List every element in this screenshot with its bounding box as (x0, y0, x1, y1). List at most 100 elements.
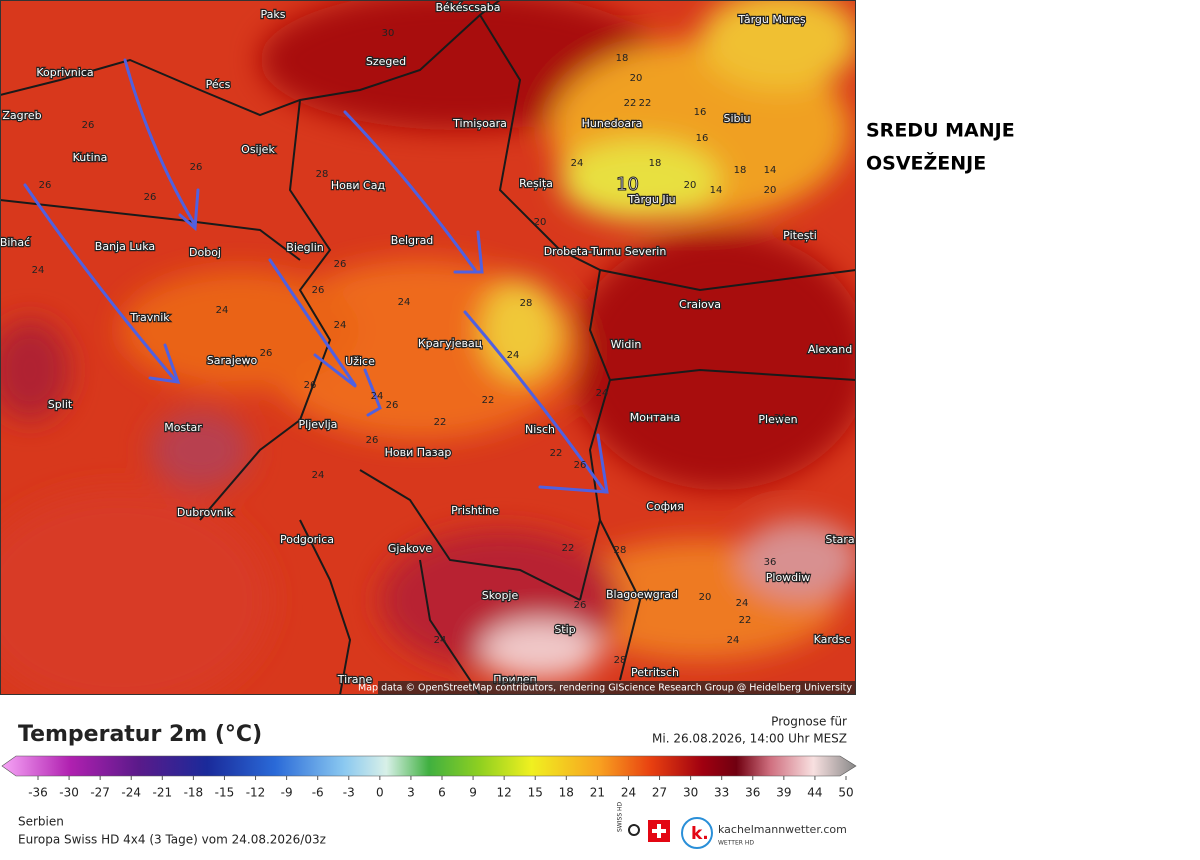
tick-label: 44 (807, 786, 822, 800)
temperature-label: 28 (614, 545, 627, 556)
tick-label: 9 (469, 786, 477, 800)
city-label: Gjakove (388, 542, 433, 555)
temperature-label: 22 (739, 615, 752, 626)
tick-label: 15 (528, 786, 543, 800)
city-label: Blagoewgrad (606, 588, 678, 601)
temperature-label: 26 (312, 285, 325, 296)
temperature-label: 26 (334, 259, 347, 270)
temperature-label: 26 (82, 120, 95, 131)
temperature-label: 36 (764, 557, 777, 568)
tick-label: 0 (376, 786, 384, 800)
city-label: Užice (345, 355, 375, 368)
city-label: Plewen (758, 413, 797, 426)
city-label: Paks (261, 8, 286, 21)
tick-label: -6 (312, 786, 324, 800)
forecast-label: Prognose für (771, 715, 847, 729)
temperature-label: 24 (216, 305, 229, 316)
city-label: Timișoara (452, 117, 507, 130)
model: Europa Swiss HD 4x4 (3 Tage) vom 24.08.2… (18, 833, 326, 847)
temperature-label: 26 (260, 348, 273, 359)
temperature-label: 28 (614, 655, 627, 666)
temperature-label: 18 (734, 165, 747, 176)
colorbar (1, 755, 857, 777)
city-label: Békéscsaba (435, 1, 500, 14)
temperature-label: 24 (596, 388, 609, 399)
city-label: Sarajewo (207, 354, 258, 367)
temperature-label: 16 (694, 107, 707, 118)
legend-title: Temperatur 2m (°C) (18, 722, 262, 747)
tick-label: -27 (90, 786, 110, 800)
city-label: Dubrovnik (177, 506, 234, 519)
city-label: Widin (611, 338, 642, 351)
city-label: Zagreb (2, 109, 41, 122)
tick-label: 3 (407, 786, 415, 800)
city-label: Монтана (630, 411, 681, 424)
city-label: София (646, 500, 684, 513)
highlight-temp: 10 (616, 174, 639, 195)
city-label: Nisch (525, 423, 555, 436)
city-label: Pécs (206, 78, 231, 91)
map: 10 Paks Békéscsaba Koprivnica Pécs Szeged Târ… (0, 0, 856, 695)
temperature-label: 20 (699, 592, 712, 603)
annotation: OSVEŽENJE (866, 152, 986, 175)
city-label: Крагујевац (418, 337, 482, 350)
city-label: Stara (825, 533, 854, 546)
city-label: Szeged (366, 55, 406, 68)
city-label: Târgu Mureș (737, 13, 805, 26)
temperature-label: 20 (630, 73, 643, 84)
tick-label: 18 (559, 786, 574, 800)
temperature-label: 24 (334, 320, 347, 331)
tick-label: -9 (281, 786, 293, 800)
tick-label: 21 (590, 786, 605, 800)
temperature-label: 22 (639, 98, 652, 109)
temperature-label: 24 (727, 635, 740, 646)
city-label: Kardsc (814, 633, 851, 646)
flow-arrows (23, 58, 609, 494)
temperature-label: 22 (434, 417, 447, 428)
temperature-label: 20 (684, 180, 697, 191)
region: Serbien (18, 815, 64, 829)
temperature-label: 14 (764, 165, 777, 176)
city-label: Craiova (679, 298, 721, 311)
tick-label: 50 (838, 786, 853, 800)
city-label: Split (48, 398, 73, 411)
city-label: Petritsch (631, 666, 679, 679)
city-label: Skopje (482, 589, 519, 602)
temperature-label: 26 (574, 460, 587, 471)
site-sub: WETTER HD (718, 840, 754, 847)
temperature-label: 18 (616, 53, 629, 64)
tick-label: 36 (745, 786, 760, 800)
city-label: Târgu Jiu (627, 193, 675, 206)
tick-label: 12 (497, 786, 512, 800)
city-label: Нови Пазар (385, 446, 452, 459)
temperature-label: 24 (398, 297, 411, 308)
tick-label: -24 (121, 786, 141, 800)
tick-label: 33 (714, 786, 729, 800)
city-label: Sibiu (723, 112, 750, 125)
annotation: SREDU MANJE (866, 120, 1015, 142)
forecast-time: Mi. 26.08.2026, 14:00 Uhr MESZ (652, 732, 847, 746)
site: kachelmannwetter.com (718, 823, 847, 836)
tick-label: 24 (621, 786, 636, 800)
city-label: Pitești (783, 229, 817, 242)
city-label: Stip (554, 623, 575, 636)
tick-label: -15 (215, 786, 235, 800)
city-label: Doboj (189, 246, 221, 259)
tick-label: -36 (28, 786, 48, 800)
temperature-label: 26 (386, 400, 399, 411)
temperature-label: 24 (32, 265, 45, 276)
tick-label: 6 (438, 786, 446, 800)
city-label: Kutina (73, 151, 108, 164)
temperature-label: 20 (764, 185, 777, 196)
temperature-label: 26 (366, 435, 379, 446)
temperature-label: 26 (144, 192, 157, 203)
temperature-label: 26 (574, 600, 587, 611)
city-label: Alexand (808, 343, 852, 356)
city-label: Podgorica (280, 533, 334, 546)
tick-label: -30 (59, 786, 79, 800)
temperature-label: 24 (507, 350, 520, 361)
city-label: Belgrad (391, 234, 434, 247)
temperature-label: 30 (382, 28, 395, 39)
temperature-label: 22 (624, 98, 637, 109)
